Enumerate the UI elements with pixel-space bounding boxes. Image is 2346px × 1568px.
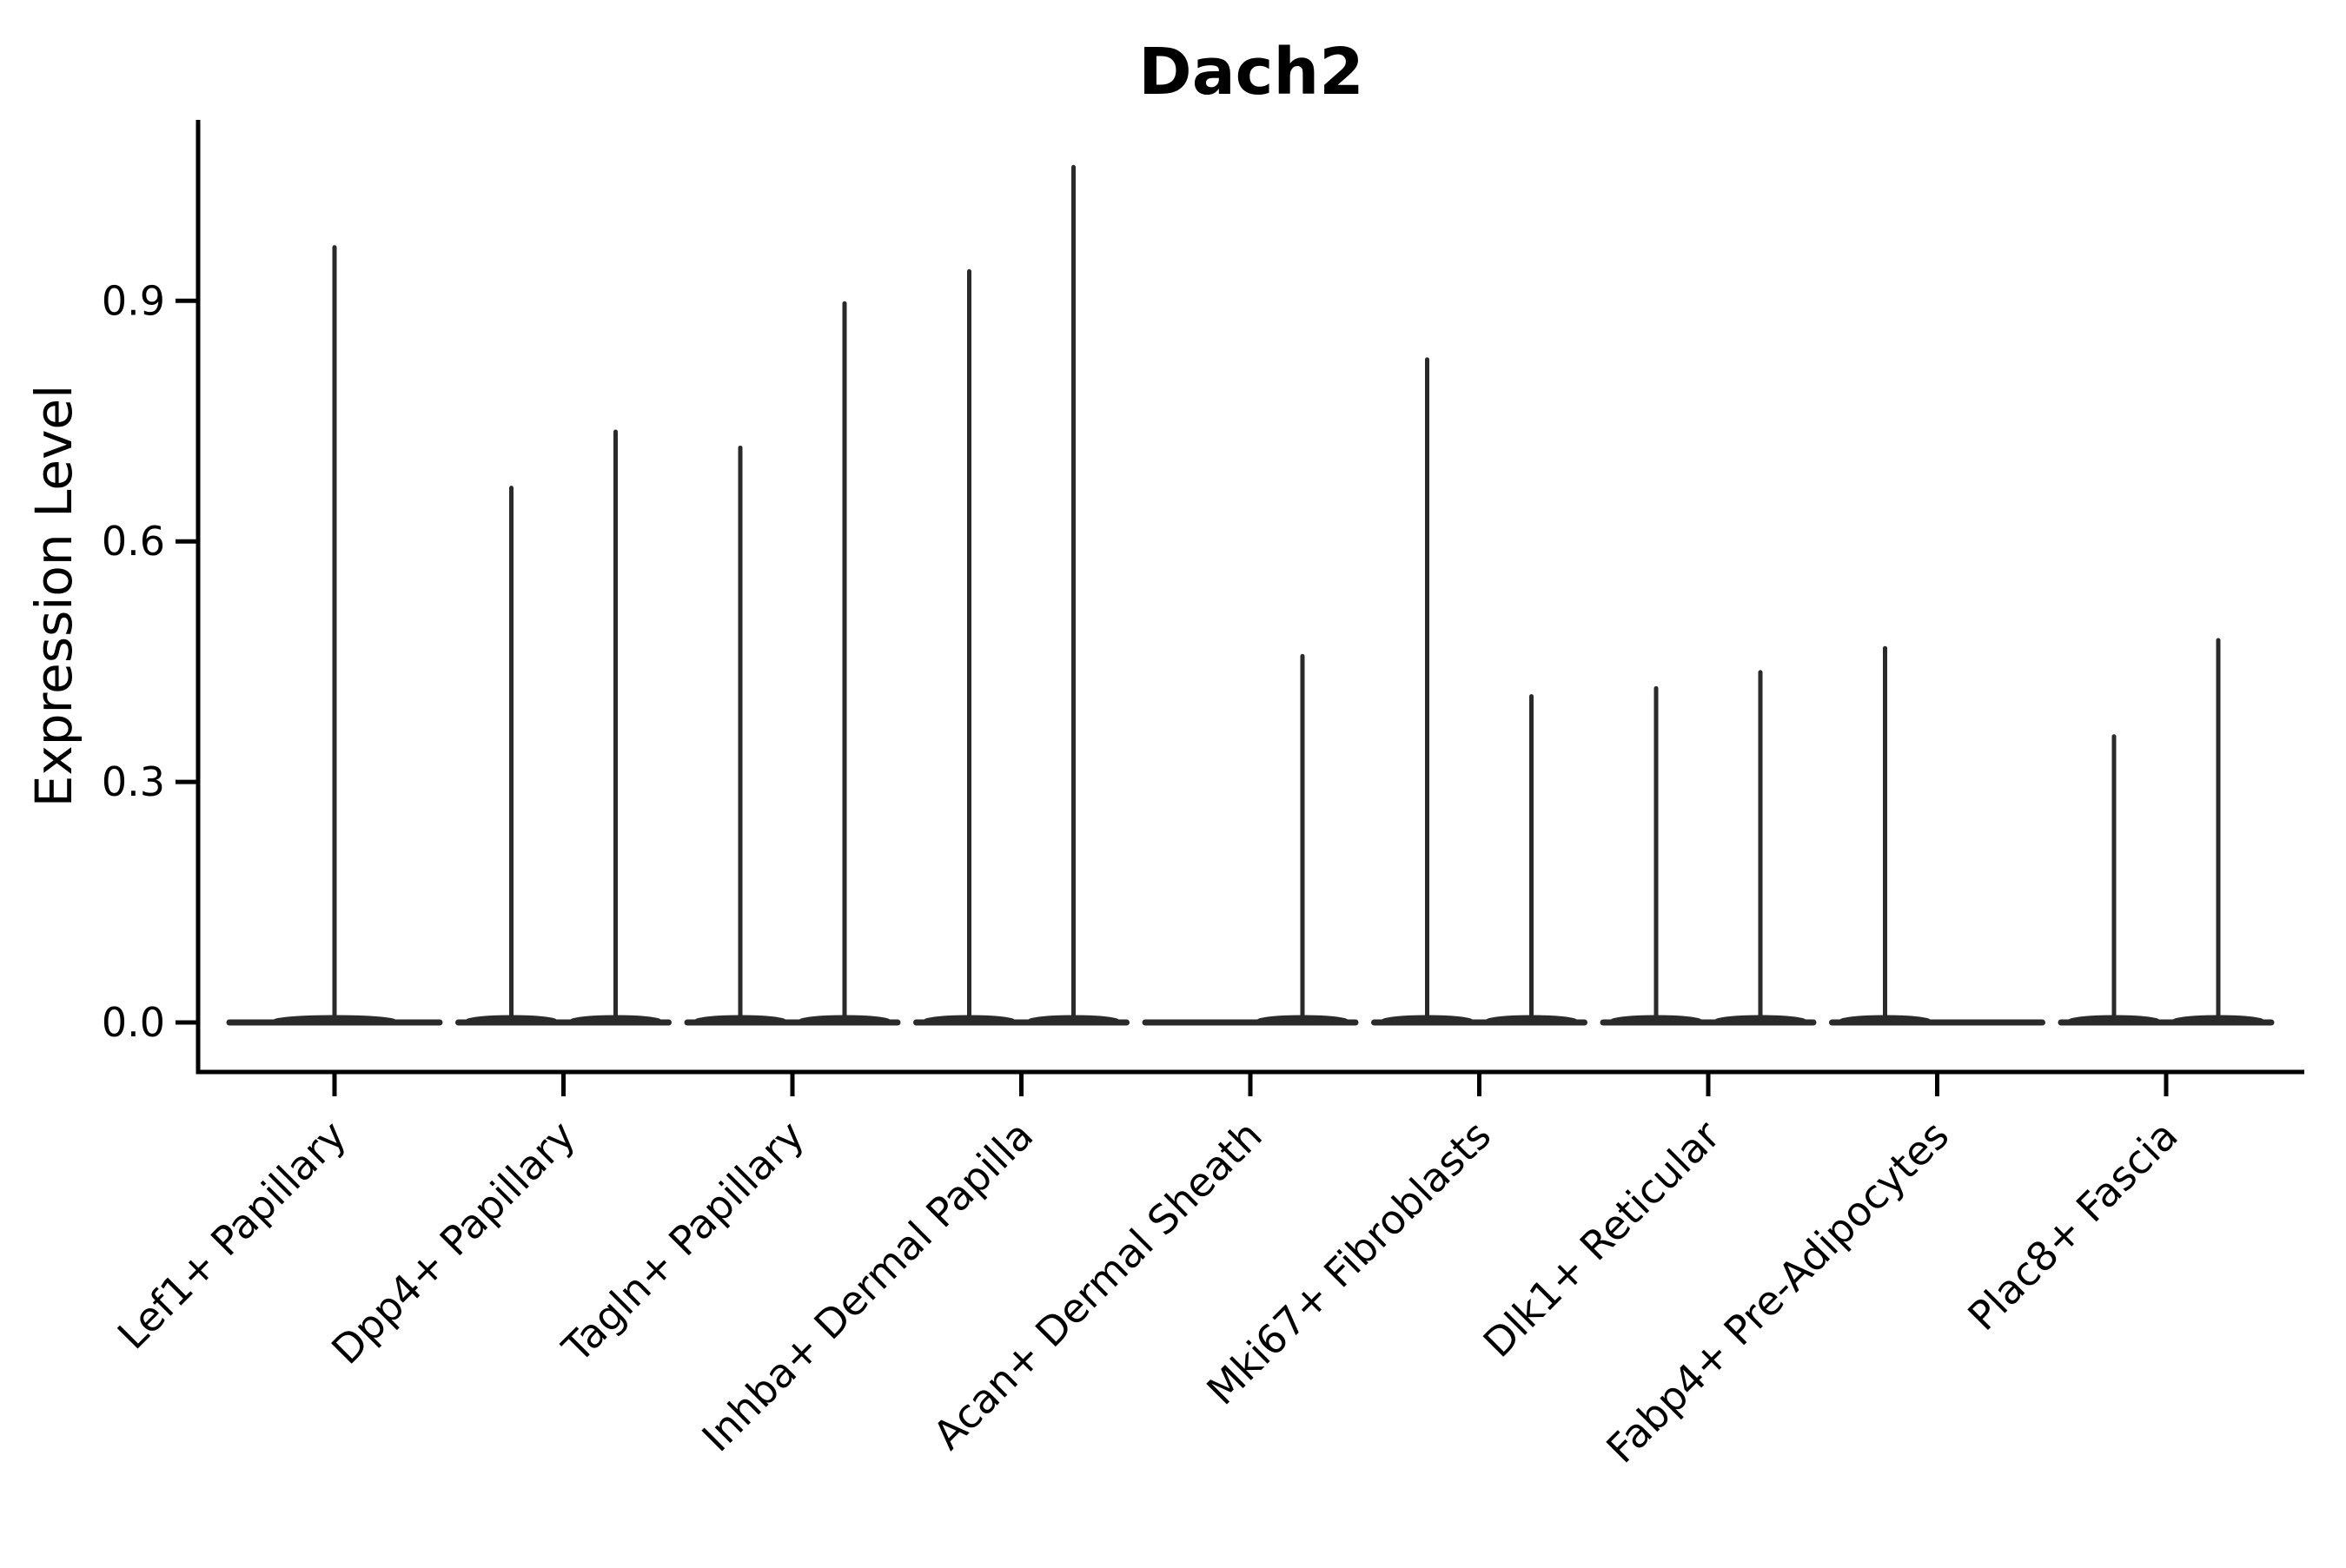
x-tick-label: Dpp4+ Papillary (322, 1112, 584, 1373)
chart-title: Dach2 (1138, 35, 1363, 109)
x-tick-label: Tagln+ Papillary (553, 1112, 813, 1373)
y-tick-label: 0.3 (102, 758, 165, 805)
y-tick-label: 0.9 (102, 277, 165, 324)
y-tick-label: 0.0 (102, 999, 165, 1046)
y-axis-label: Expression Level (24, 385, 83, 807)
x-tick-label: Plac8+ Fascia (1958, 1112, 2186, 1340)
x-tick-label: Dlk1+ Reticular (1475, 1112, 1729, 1366)
y-tick-label: 0.6 (102, 518, 165, 565)
x-tick-label: Lef1+ Papillary (109, 1112, 355, 1359)
